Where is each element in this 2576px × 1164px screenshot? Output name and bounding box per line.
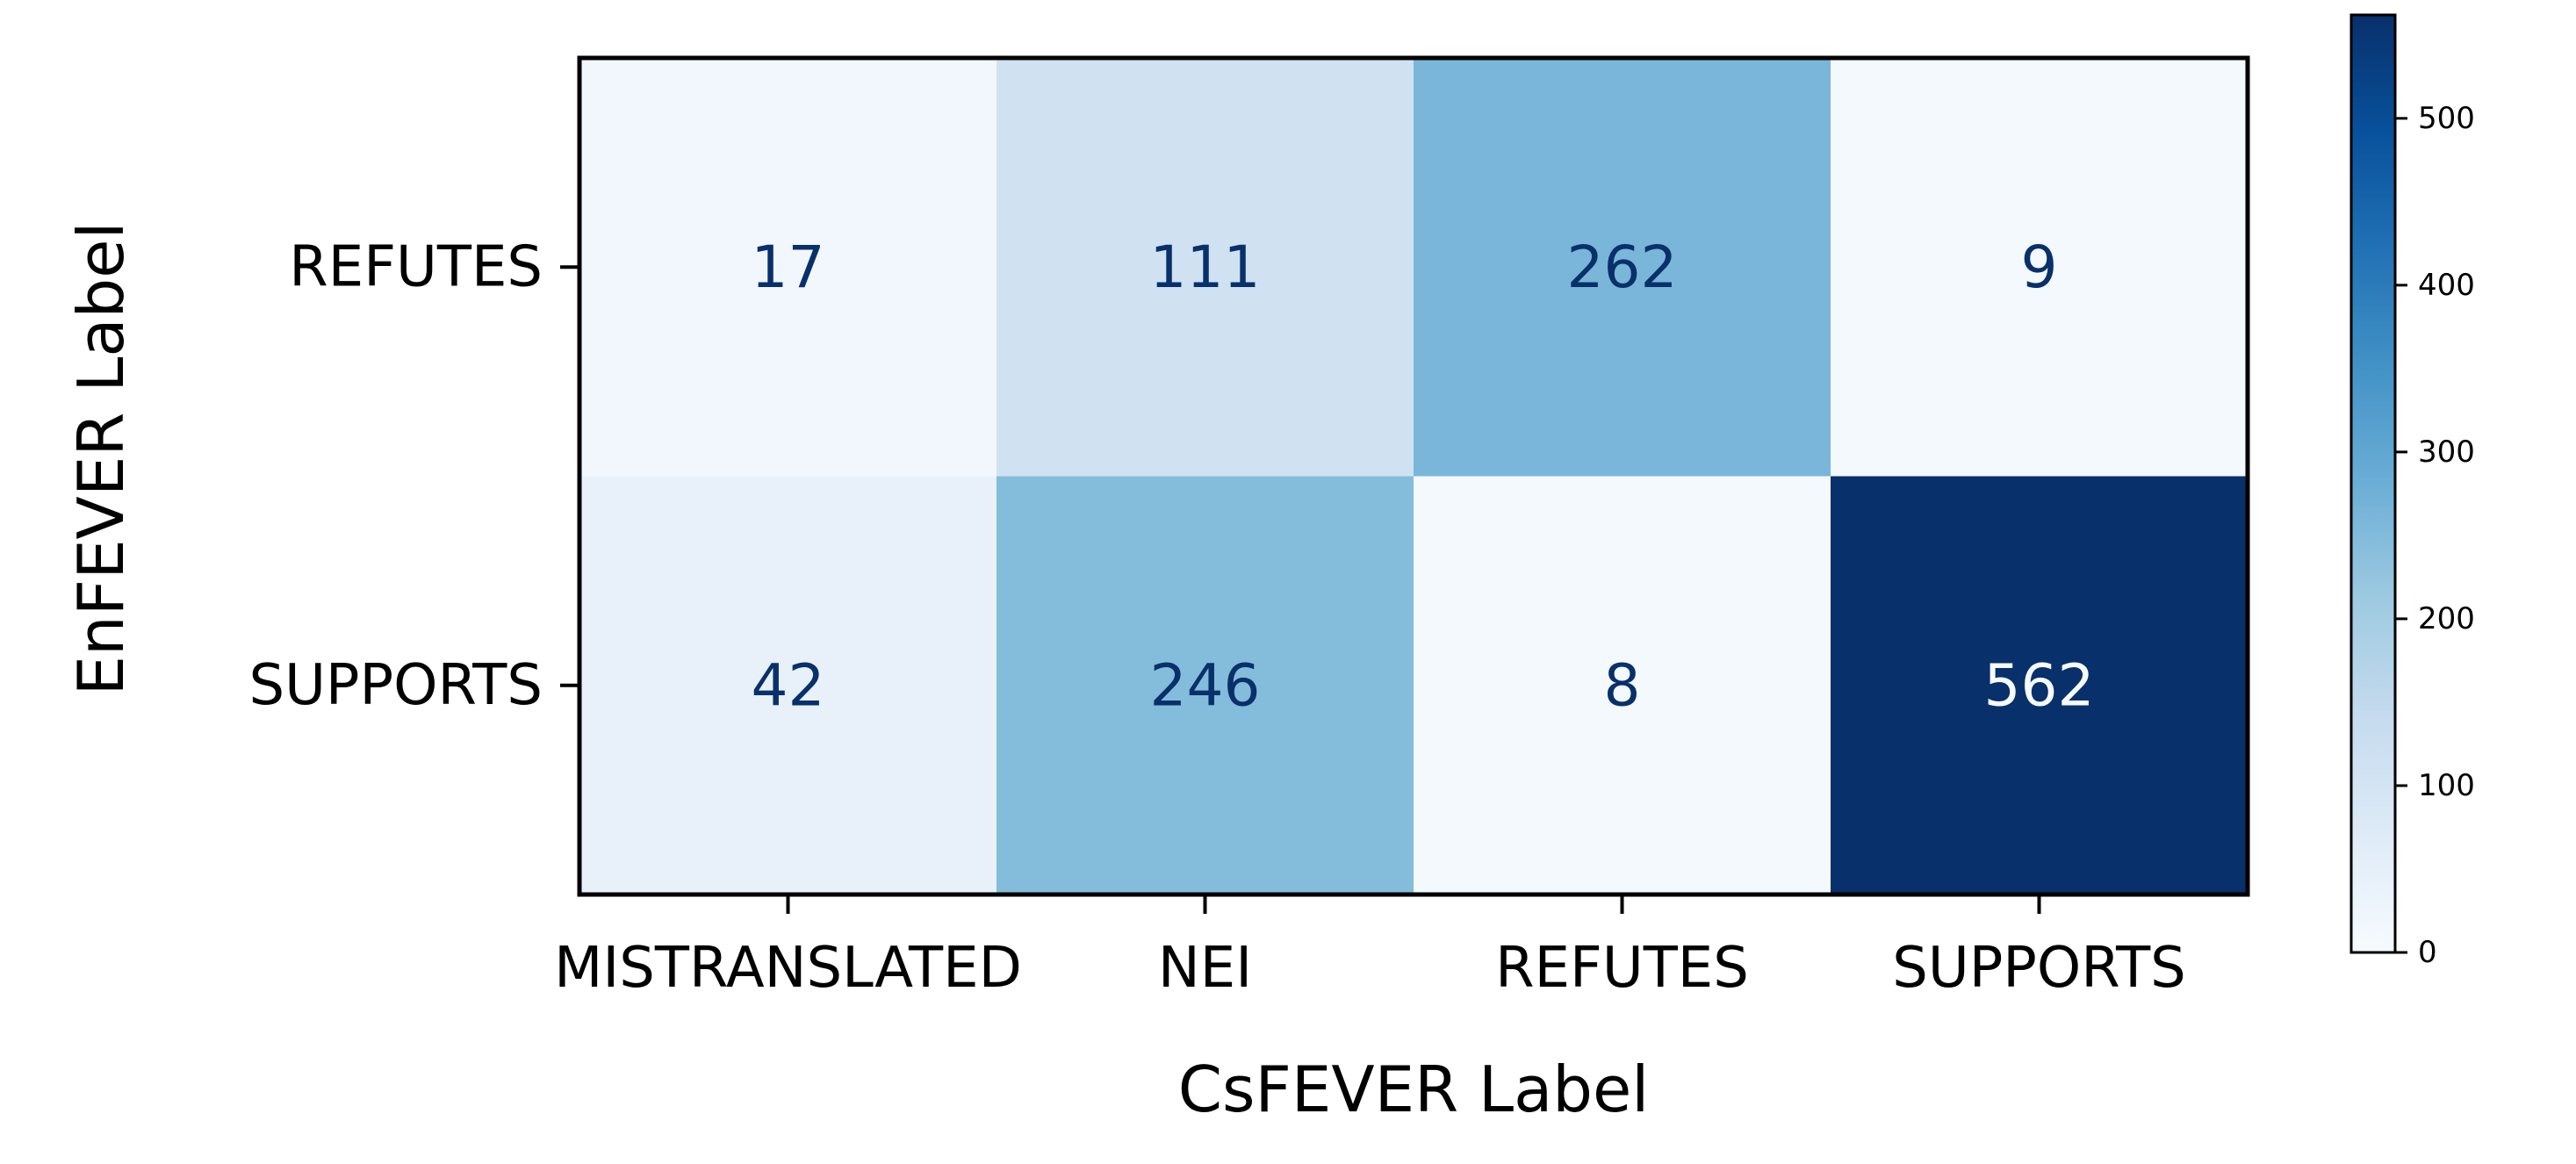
x-tick-label: REFUTES <box>1495 936 1749 1001</box>
y-tick-label: SUPPORTS <box>248 653 543 718</box>
cell-value-label: 9 <box>2021 234 2058 301</box>
colorbar-tick-label: 200 <box>2418 601 2475 636</box>
y-tick-label: REFUTES <box>289 234 543 299</box>
heatmap-cell <box>1831 58 2249 477</box>
colorbar-ticks: 0 100 200 300 400 500 <box>2395 101 2475 970</box>
x-tick-label: SUPPORTS <box>1892 936 2186 1001</box>
x-axis-title: CsFEVER Label <box>1178 1053 1650 1126</box>
cell-value-label: 17 <box>752 234 825 301</box>
heatmap-cell <box>997 58 1414 477</box>
x-tick-label: MISTRANSLATED <box>554 936 1022 1001</box>
cell-value-label: 42 <box>752 651 825 719</box>
y-axis-title: EnFEVER Label <box>64 222 138 696</box>
cell-value-label: 8 <box>1604 651 1641 719</box>
colorbar-tick-label: 500 <box>2418 101 2475 136</box>
plot-frame <box>577 55 2250 897</box>
colorbar-tick-label: 300 <box>2418 435 2475 470</box>
colorbar-tick-label: 100 <box>2418 768 2475 803</box>
y-axis-ticks: REFUTES SUPPORTS <box>248 234 579 718</box>
x-axis-ticks: MISTRANSLATED NEI REFUTES SUPPORTS <box>554 895 2186 1001</box>
heatmap-cell-labels: 17 111 262 9 42 246 8 562 <box>752 234 2095 720</box>
heatmap-cell <box>579 58 997 477</box>
cell-value-label: 262 <box>1567 234 1678 301</box>
cell-value-label: 562 <box>1984 651 2095 719</box>
heatmap-cell <box>579 476 997 895</box>
heatmap-cell <box>1414 58 1831 477</box>
cell-value-label: 246 <box>1150 651 1261 719</box>
cell-value-label: 111 <box>1150 234 1261 301</box>
heatmap-cell <box>1831 476 2249 895</box>
heatmap-cell <box>997 476 1414 895</box>
heatmap-cell <box>1414 476 1831 895</box>
colorbar-tick-label: 0 <box>2418 935 2437 970</box>
colorbar-tick-label: 400 <box>2418 268 2475 303</box>
colorbar <box>2349 13 2397 954</box>
x-tick-label: NEI <box>1158 936 1252 1001</box>
heatmap-cells <box>579 58 2249 895</box>
